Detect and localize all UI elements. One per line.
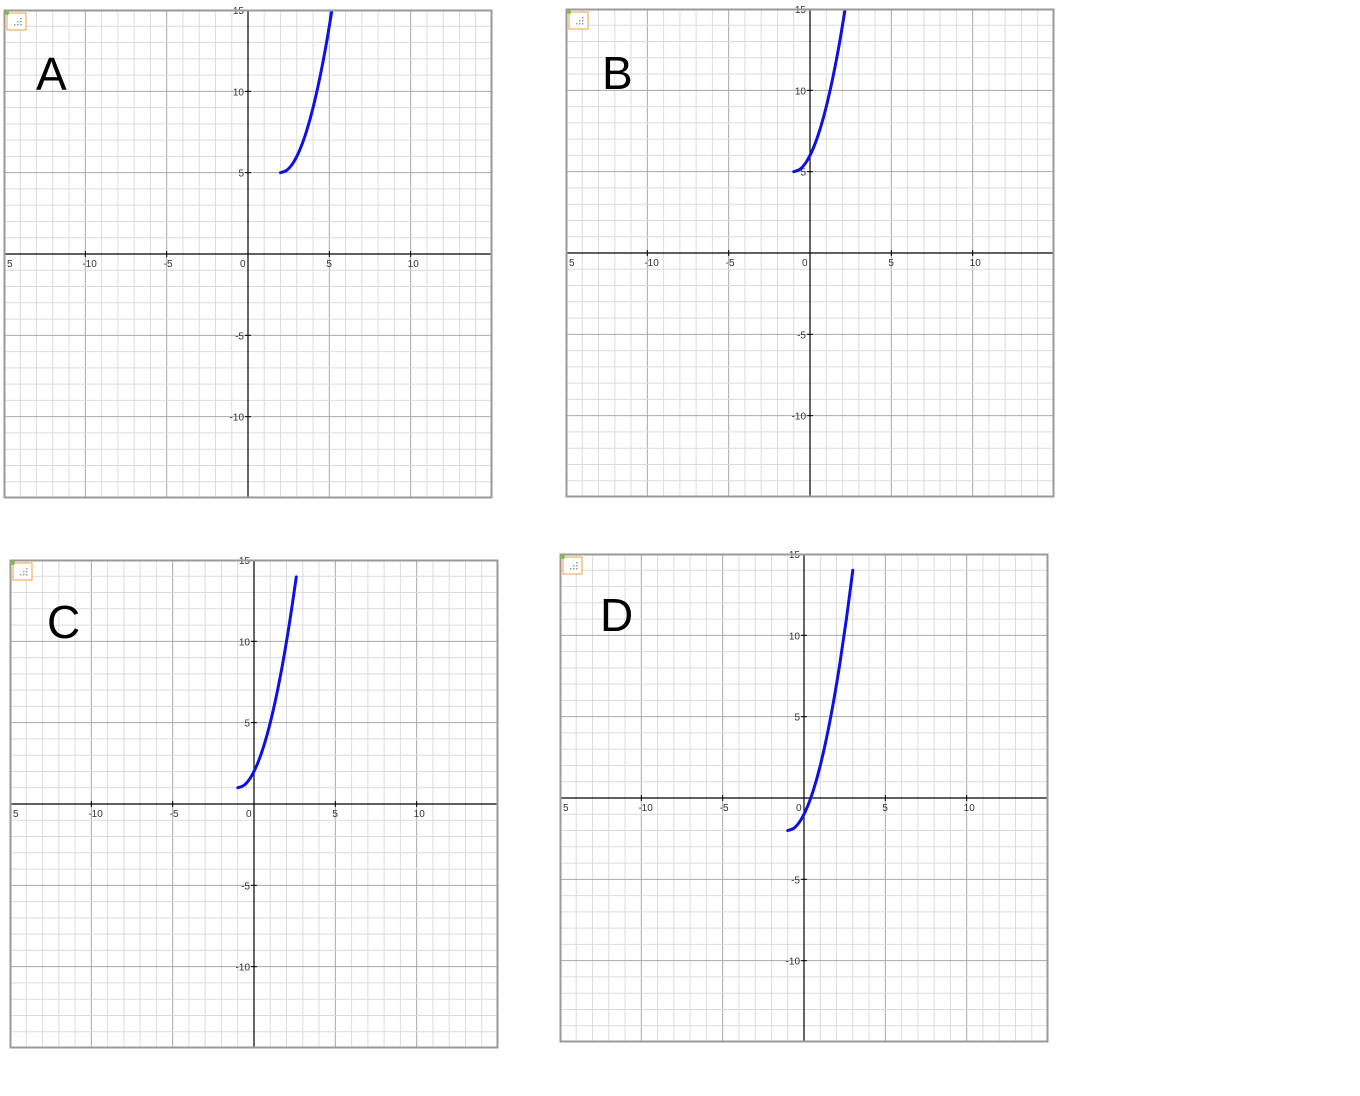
x-tick-label: 10 (414, 809, 426, 820)
graph-panel-b: 5 -10 -5 0 5 10 15 10 5 -5 -10 B (565, 5, 1055, 498)
x-tick-label: -5 (164, 259, 173, 270)
graph-panel-c: 5 -10 -5 0 5 10 15 10 5 -5 -10 C (9, 556, 499, 1049)
x-tick-label: 5 (563, 803, 569, 814)
y-tick-label: 5 (800, 168, 806, 179)
y-tick-label: -5 (241, 881, 250, 892)
x-tick-label: 0 (246, 809, 252, 820)
y-tick-label: -10 (230, 413, 245, 424)
panel-letter: D (600, 589, 633, 641)
y-tick-label: -5 (797, 330, 806, 341)
panel-letter: B (602, 47, 633, 99)
panel-letter: C (47, 596, 80, 648)
plot-frame (565, 8, 1055, 498)
x-tick-label: 5 (13, 809, 19, 820)
x-tick-label: -5 (726, 258, 735, 269)
y-tick-label: 5 (794, 713, 800, 724)
y-tick-label: 10 (239, 637, 251, 648)
x-tick-label: 10 (408, 259, 420, 270)
plot-frame (3, 9, 493, 499)
panel-letter: A (36, 48, 67, 100)
x-tick-label: -10 (644, 258, 659, 269)
plot-frame (9, 559, 499, 1049)
y-tick-label: 10 (789, 631, 801, 642)
x-tick-label: 5 (326, 259, 332, 270)
y-tick-label: -10 (792, 412, 807, 423)
x-tick-label: 5 (882, 803, 888, 814)
y-tick-label: 5 (244, 719, 250, 730)
x-tick-label: -5 (170, 809, 179, 820)
plot-frame (559, 553, 1049, 1043)
x-tick-label: -10 (88, 809, 103, 820)
resize-corner-icon[interactable] (11, 561, 33, 581)
resize-corner-icon[interactable] (561, 555, 583, 575)
x-tick-label: -5 (720, 803, 729, 814)
x-tick-label: 5 (332, 809, 338, 820)
series-line (792, 9, 847, 174)
graph-panel-d: 5 -10 -5 0 5 10 15 10 5 -5 -10 D (559, 550, 1049, 1043)
x-tick-label: 5 (7, 259, 13, 270)
x-tick-label: 5 (888, 258, 894, 269)
resize-corner-icon[interactable] (5, 11, 27, 31)
x-tick-label: -10 (82, 259, 97, 270)
x-tick-label: 0 (796, 803, 802, 814)
series-line (279, 10, 334, 175)
x-tick-label: 10 (970, 258, 982, 269)
y-tick-label: 10 (795, 86, 807, 97)
y-tick-label: 5 (238, 169, 244, 180)
x-tick-label: 0 (802, 258, 808, 269)
resize-corner-icon[interactable] (567, 10, 589, 30)
x-tick-label: 10 (964, 803, 976, 814)
y-tick-label: -10 (236, 963, 251, 974)
graph-panel-a: 5 -10 -5 0 5 10 15 10 5 -5 -10 A (3, 6, 493, 499)
series-line (786, 568, 855, 833)
y-tick-label: -10 (786, 957, 801, 968)
x-tick-label: 0 (240, 259, 246, 270)
y-tick-label: -5 (235, 331, 244, 342)
x-tick-label: 5 (569, 258, 575, 269)
y-tick-label: 10 (233, 87, 245, 98)
y-tick-label: -5 (791, 875, 800, 886)
x-tick-label: -10 (638, 803, 653, 814)
series-line (236, 575, 298, 790)
